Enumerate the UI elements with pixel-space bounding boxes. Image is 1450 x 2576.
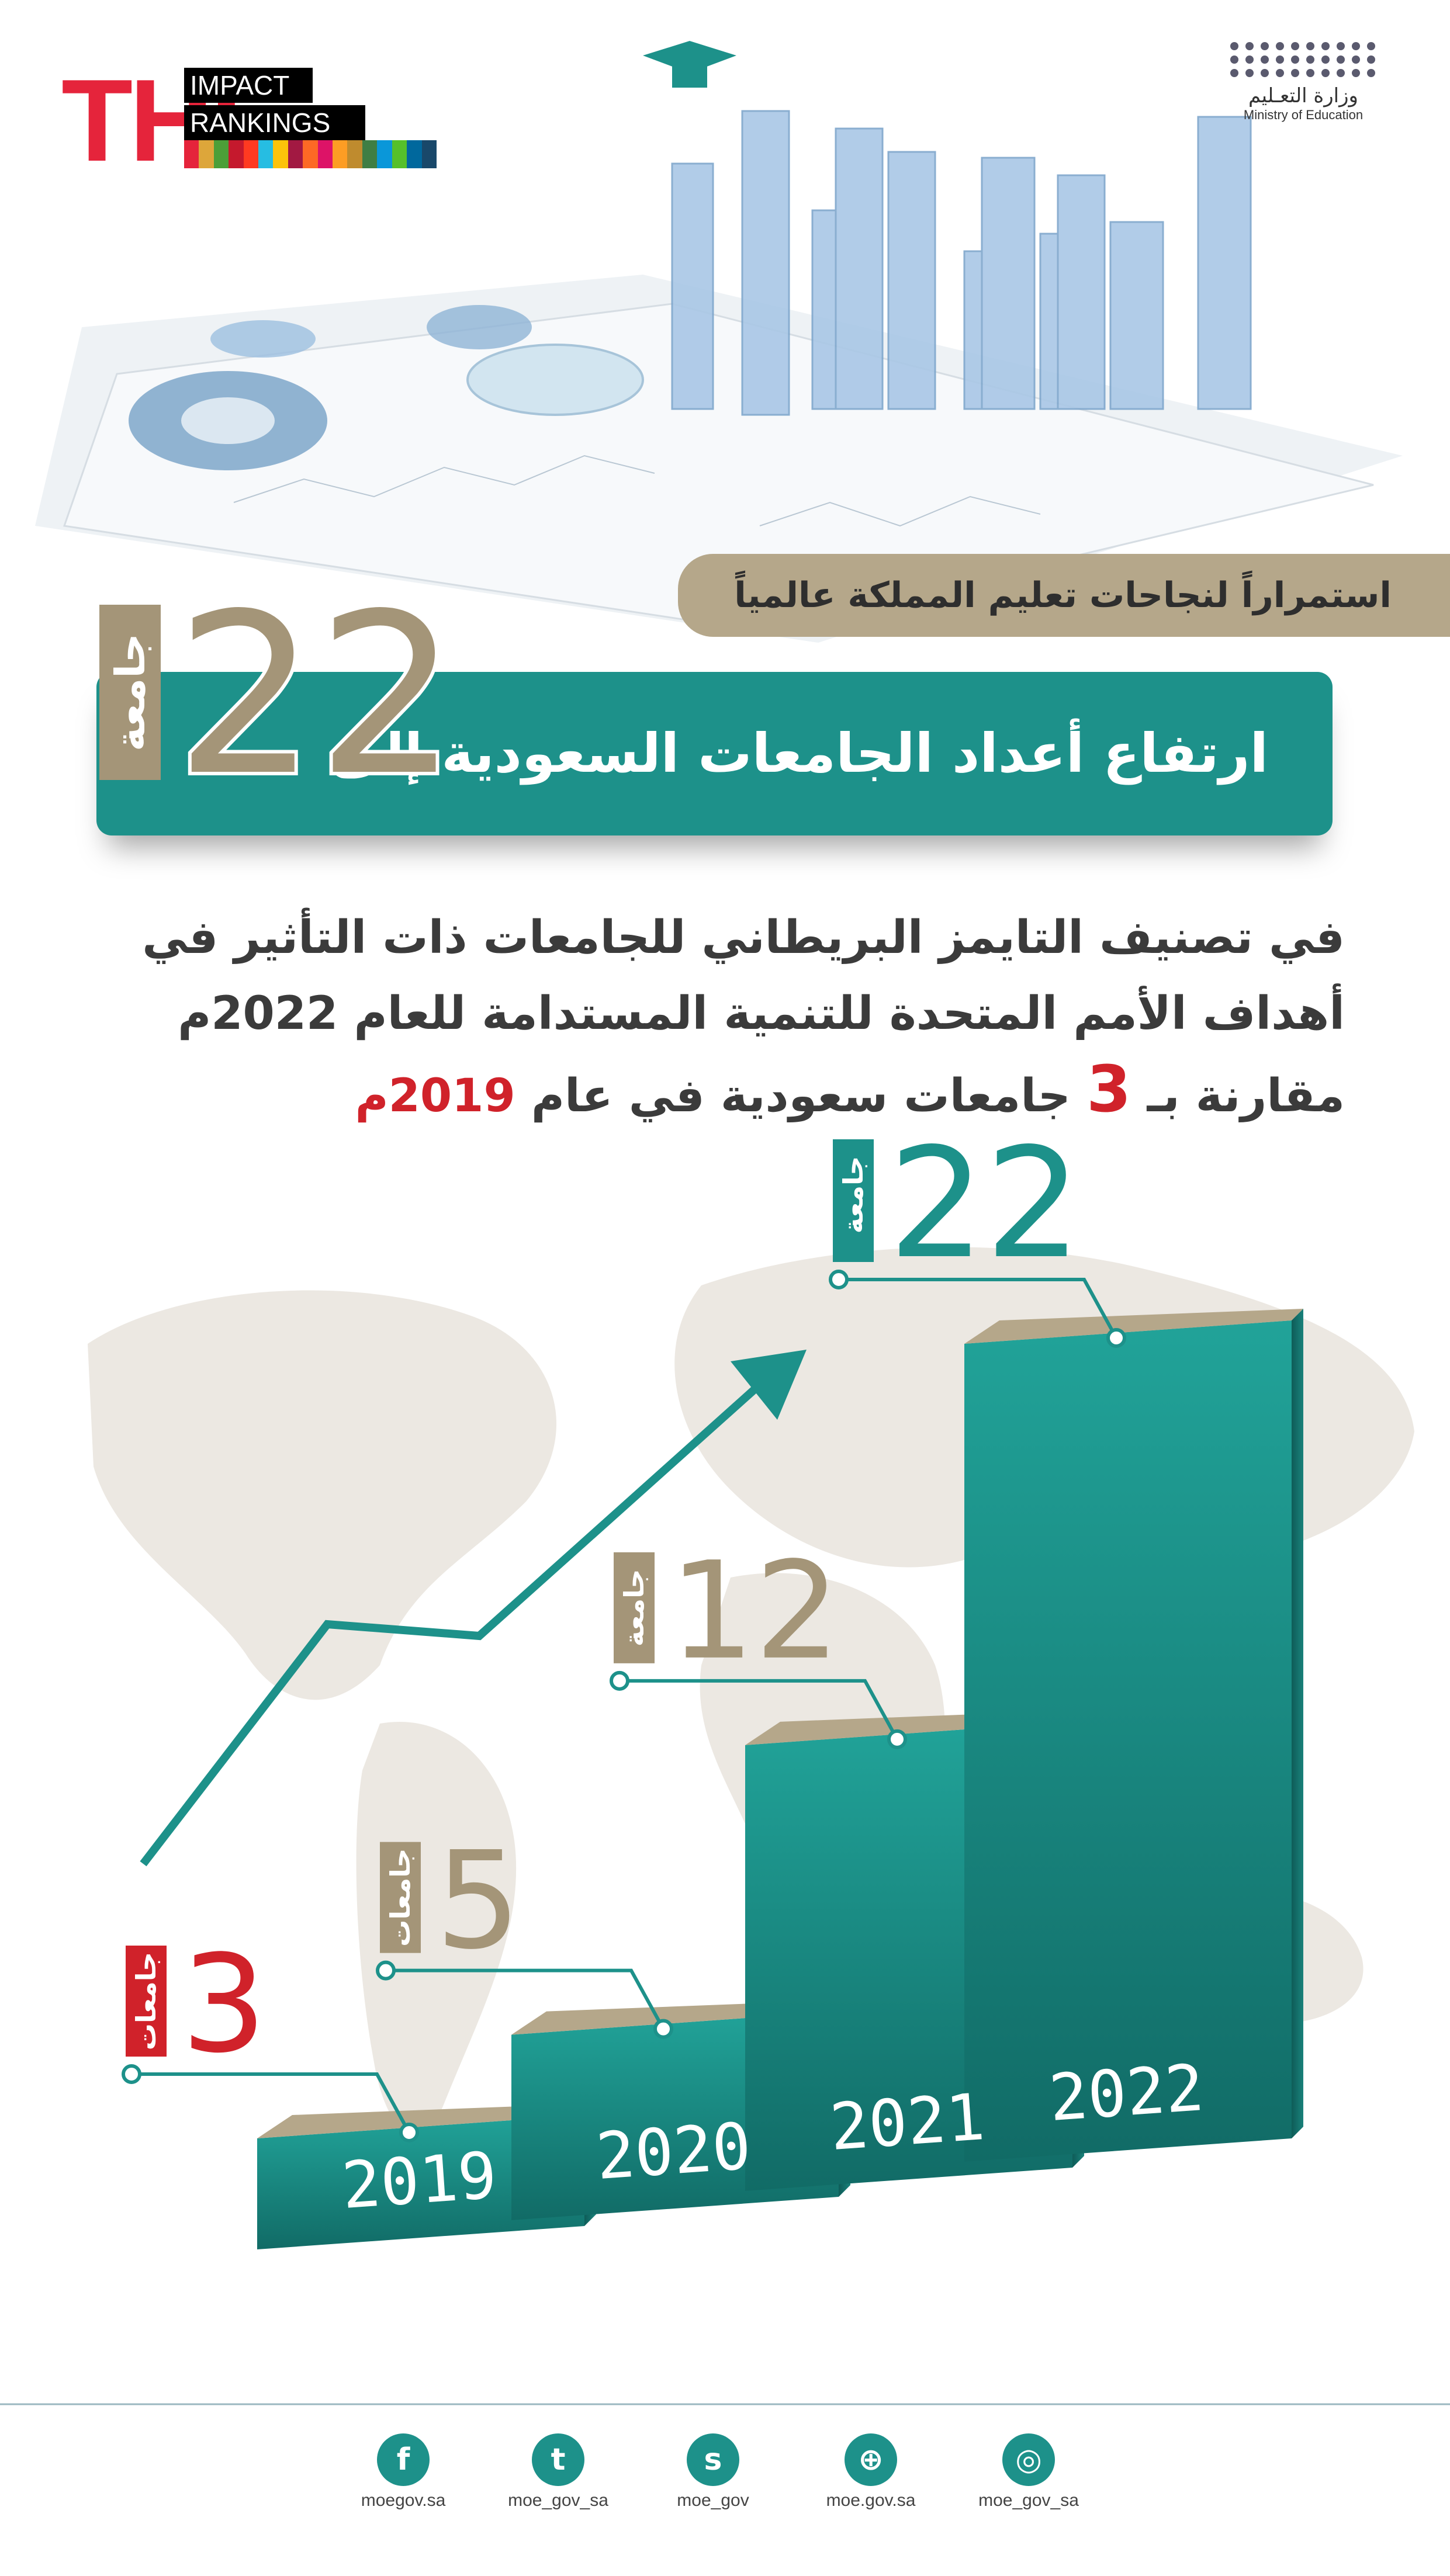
sdg-color-swatch [317,140,333,168]
x-tick-label-2021: 2021 [828,2079,987,2165]
social-link-snapchat[interactable]: s moe_gov [637,2433,789,2511]
globe-icon: ⊕ [845,2433,897,2486]
unit-label-box [380,1842,421,1953]
unit-label-text: جامعات [385,1848,416,1946]
value-leader-line [386,1968,665,2030]
x-tick-label-2019: 2019 [340,2138,499,2223]
description-line-2: أهداف الأمم المتحدة للتنمية المستدامة لل… [178,987,1345,1040]
value-leader-line [839,1278,1118,1339]
unit-label-box [126,1946,167,2057]
sdg-color-swatch [392,140,407,168]
hero-number: 22 [172,566,462,824]
data-label-2021: 12 [669,1534,840,1690]
sdg-color-swatch [303,140,318,168]
sdg-color-swatch [199,140,214,168]
hero-unit-box [99,605,161,780]
ministry-name-en: Ministry of Education [1243,108,1364,122]
social-link-globe[interactable]: ⊕ moe.gov.sa [795,2433,947,2511]
trend-arrow-line [140,1381,763,1867]
value-leader-dot [610,1670,629,1691]
facebook-icon: f [377,2433,430,2486]
sdg-color-swatch [243,140,259,168]
headline-banner: ارتفاع أعداد الجامعات السعودية إلى [96,672,1333,835]
x-tick-label-2022: 2022 [1047,2050,1206,2135]
sdg-color-swatch [362,140,378,168]
social-handle: moe_gov_sa [978,2491,1079,2510]
x-tick-label-2020: 2020 [594,2109,753,2194]
ministry-logo: وزارة التعـليم Ministry of Education [1210,42,1397,136]
bar-side-2022 [1292,1309,1303,2138]
description-line-3-pre: مقارنة بـ [1147,1070,1345,1122]
data-label-2022: 22 [888,1139,1082,1292]
hero-unit-label: جامعة [99,605,161,780]
sdg-color-swatch [347,140,362,168]
social-link-facebook[interactable]: f moegov.sa [327,2433,479,2511]
unit-label-text: جامعة [838,1156,869,1234]
bar-2022 [964,1320,1292,2162]
value-leader-line [620,1679,899,1741]
data-label-2020: 5 [435,1823,521,1979]
subtitle-text: استمراراً لنجاحات تعليم المملكة عالمياً [734,575,1392,616]
instagram-icon: ◎ [1002,2433,1055,2486]
sdg-color-swatch [288,140,303,168]
subtitle-banner: استمراراً لنجاحات تعليم المملكة عالمياً [678,554,1450,637]
social-handle: moe_gov [677,2491,749,2510]
social-handle: moe_gov_sa [508,2491,608,2510]
sdg-color-swatch [333,140,348,168]
header-illustration [35,41,1403,643]
description-year-2019: 2019م [355,1070,515,1122]
ministry-name-ar: وزارة التعـليم [1248,84,1358,108]
social-handle: moe.gov.sa [826,2491,916,2510]
description-count-2019: 3 [1086,1052,1131,1126]
bar-chart: 2019 جامعات 3 2020 جامعات 5 2021 جامعة 12 2022 جام… [88,1139,1414,2249]
ministry-dots-icon [1210,42,1397,77]
sdg-color-swatch [377,140,392,168]
sdg-color-strip [184,140,437,168]
bar-top-2022 [964,1309,1303,1344]
headline-text: ارتفاع أعداد الجامعات السعودية إلى [330,722,1268,785]
description-line-1: في تصنيف التايمز البريطاني للجامعات ذات … [142,911,1345,964]
sdg-color-swatch [273,140,288,168]
trend-arrow-head-icon [731,1350,807,1420]
value-leader-dot [1106,1328,1126,1348]
unit-label-box [614,1552,655,1663]
unit-label-text: جامعة [618,1569,650,1646]
snapchat-icon: s [687,2433,739,2486]
value-leader-dot [376,1960,396,1981]
value-leader-dot [122,2064,141,2084]
footer-divider [0,2403,1450,2405]
sdg-color-swatch [258,140,274,168]
value-leader-dot [399,2123,419,2142]
hero-unit-text: جامعة [106,633,154,752]
sdg-color-swatch [184,140,199,168]
sdg-color-swatch [213,140,229,168]
the-impact-text: IMPACT [184,68,313,103]
social-handle: moegov.sa [361,2491,446,2510]
bar-2019 [257,2115,584,2249]
sdg-color-swatch [229,140,244,168]
social-link-instagram[interactable]: ◎ moe_gov_sa [953,2433,1105,2511]
the-rankings-text: RANKINGS [184,105,365,140]
sdg-color-swatch [421,140,437,168]
twitter-icon: t [532,2433,584,2486]
unit-label-box [833,1139,874,1262]
sdg-color-swatch [407,140,422,168]
description-line-3-mid: جامعات سعودية في عام [531,1070,1071,1122]
unit-label-text: جامعات [130,1952,162,2050]
value-leader-line [131,2072,411,2134]
social-link-twitter[interactable]: t moe_gov_sa [482,2433,634,2511]
value-leader-dot [887,1729,907,1749]
data-label-2019: 3 [181,1927,267,2083]
value-leader-dot [653,2019,673,2039]
the-impact-rankings-logo: THE IMPACT RANKINGS [61,63,437,179]
value-leader-dot [829,1270,849,1289]
description-line-3: مقارنة بـ 3 جامعات سعودية في عام 2019م [355,1052,1345,1126]
